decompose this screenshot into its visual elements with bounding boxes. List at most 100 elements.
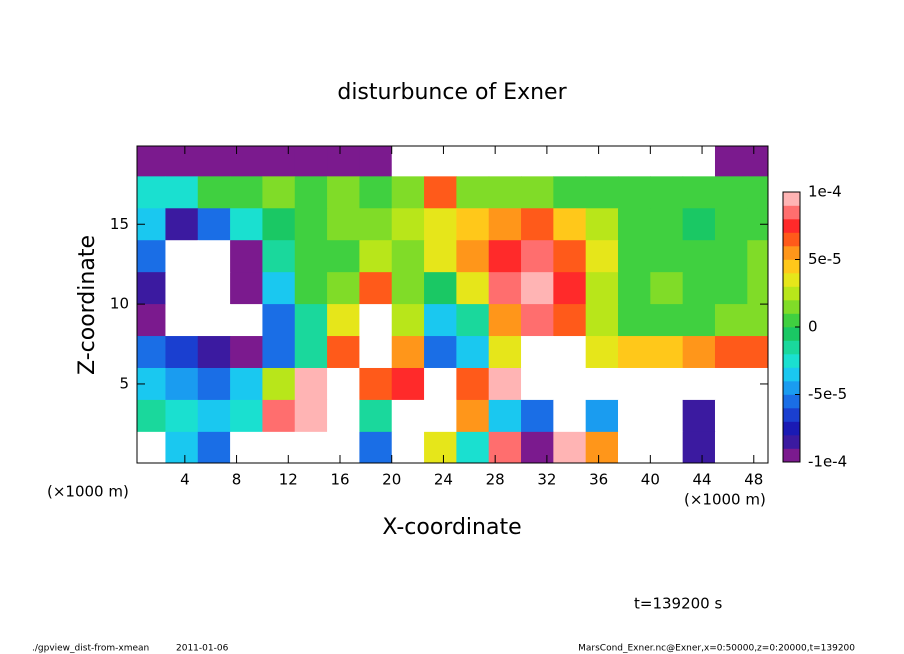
heatmap-cell: [294, 240, 328, 273]
heatmap-cell: [650, 336, 684, 369]
heatmap-cell: [618, 272, 651, 305]
colorbar-swatch: [783, 381, 800, 395]
heatmap-cell: [424, 367, 457, 401]
colorbar-swatch: [783, 286, 800, 301]
heatmap-cell: [682, 208, 716, 241]
heatmap-cell: [327, 240, 360, 273]
heatmap-cell: [262, 240, 296, 273]
heatmap-cell: [165, 304, 199, 337]
heatmap-cell: [424, 304, 457, 337]
heatmap-cell: [230, 208, 263, 241]
heatmap-cell: [327, 176, 360, 209]
heatmap-cell: [359, 304, 393, 337]
heatmap-cell: [714, 176, 748, 209]
y-tick-label: 5: [119, 374, 129, 392]
heatmap-cell: [747, 146, 768, 177]
heatmap-cell: [714, 208, 748, 241]
heatmap-cell: [553, 399, 587, 433]
heatmap-cell: [488, 431, 522, 463]
heatmap-cell: [165, 272, 199, 305]
heatmap-cell: [714, 272, 748, 305]
heatmap-cell: [714, 146, 748, 177]
colorbar-swatch: [783, 367, 800, 382]
heatmap-cell: [391, 336, 425, 369]
heatmap-cell: [137, 399, 166, 433]
heatmap-cell: [294, 208, 328, 241]
heatmap-cell: [682, 431, 716, 463]
heatmap-cell: [391, 431, 425, 463]
heatmap-cell: [424, 176, 457, 209]
heatmap-cell: [359, 272, 393, 305]
heatmap-cell: [521, 240, 554, 273]
heatmap-cell: [327, 272, 360, 305]
heatmap-cell: [137, 272, 166, 305]
heatmap-cell: [488, 208, 522, 241]
heatmap-cell: [488, 272, 522, 305]
heatmap-cell: [262, 272, 296, 305]
heatmap-cell: [165, 146, 199, 177]
heatmap-cell: [230, 146, 263, 177]
heatmap-cell: [294, 176, 328, 209]
heatmap-cell: [262, 304, 296, 337]
heatmap-cell: [197, 431, 231, 463]
heatmap-cell: [585, 336, 619, 369]
heatmap-cell: [521, 399, 554, 433]
x-tick-label: 36: [589, 471, 608, 489]
heatmap-cell: [553, 240, 587, 273]
heatmap-cell: [747, 208, 768, 241]
x-tick-label: 32: [537, 471, 556, 489]
heatmap-cell: [424, 240, 457, 273]
heatmap-cell: [618, 176, 651, 209]
heatmap-cell: [488, 399, 522, 433]
x-tick-label: 40: [641, 471, 660, 489]
x-tick-label: 20: [382, 471, 401, 489]
heatmap-cell: [262, 176, 296, 209]
heatmap-cell: [488, 367, 522, 401]
heatmap-cell: [714, 367, 748, 401]
heatmap-cell: [618, 304, 651, 337]
heatmap-cell: [747, 367, 768, 401]
x-unit-label: (×1000 m): [684, 491, 766, 509]
heatmap-cell: [521, 272, 554, 305]
heatmap-cell: [456, 208, 490, 241]
heatmap-cell: [327, 399, 360, 433]
heatmap-cell: [262, 431, 296, 463]
heatmap-cell: [137, 336, 166, 369]
heatmap-cell: [521, 304, 554, 337]
heatmap-cell: [747, 431, 768, 463]
x-axis-label: X-coordinate: [382, 515, 521, 540]
heatmap-cell: [618, 431, 651, 463]
colorbar-swatch: [783, 273, 800, 287]
heatmap-cell: [230, 272, 263, 305]
y-tick-label: 15: [110, 215, 129, 233]
footer-right: MarsCond_Exner.nc@Exner,x=0:50000,z=0:20…: [578, 644, 855, 654]
heatmap-cell: [585, 367, 619, 401]
heatmap-cell: [521, 176, 554, 209]
heatmap-cell: [230, 240, 263, 273]
x-tick-label: 48: [744, 471, 763, 489]
heatmap-cell: [359, 431, 393, 463]
heatmap-cell: [521, 208, 554, 241]
heatmap-cell: [553, 208, 587, 241]
heatmap-cell: [137, 176, 166, 209]
heatmap-cell: [488, 176, 522, 209]
heatmap-cell: [714, 399, 748, 433]
heatmap-cell: [391, 208, 425, 241]
colorbar-swatch: [783, 354, 800, 368]
heatmap-cell: [137, 431, 166, 463]
colorbar-swatch: [783, 259, 800, 274]
heatmap-cell: [553, 367, 587, 401]
heatmap-cell: [294, 146, 328, 177]
heatmap-cell: [424, 399, 457, 433]
heatmap-cell: [618, 208, 651, 241]
heatmap-cell: [488, 336, 522, 369]
heatmap-cell: [747, 399, 768, 433]
x-tick-label: 16: [330, 471, 349, 489]
heatmap-cell: [747, 272, 768, 305]
heatmap-cell: [585, 240, 619, 273]
heatmap-cell: [424, 208, 457, 241]
heatmap-cell: [682, 240, 716, 273]
heatmap-cell: [294, 431, 328, 463]
colorbar-swatch: [783, 246, 800, 260]
heatmap-cell: [230, 176, 263, 209]
